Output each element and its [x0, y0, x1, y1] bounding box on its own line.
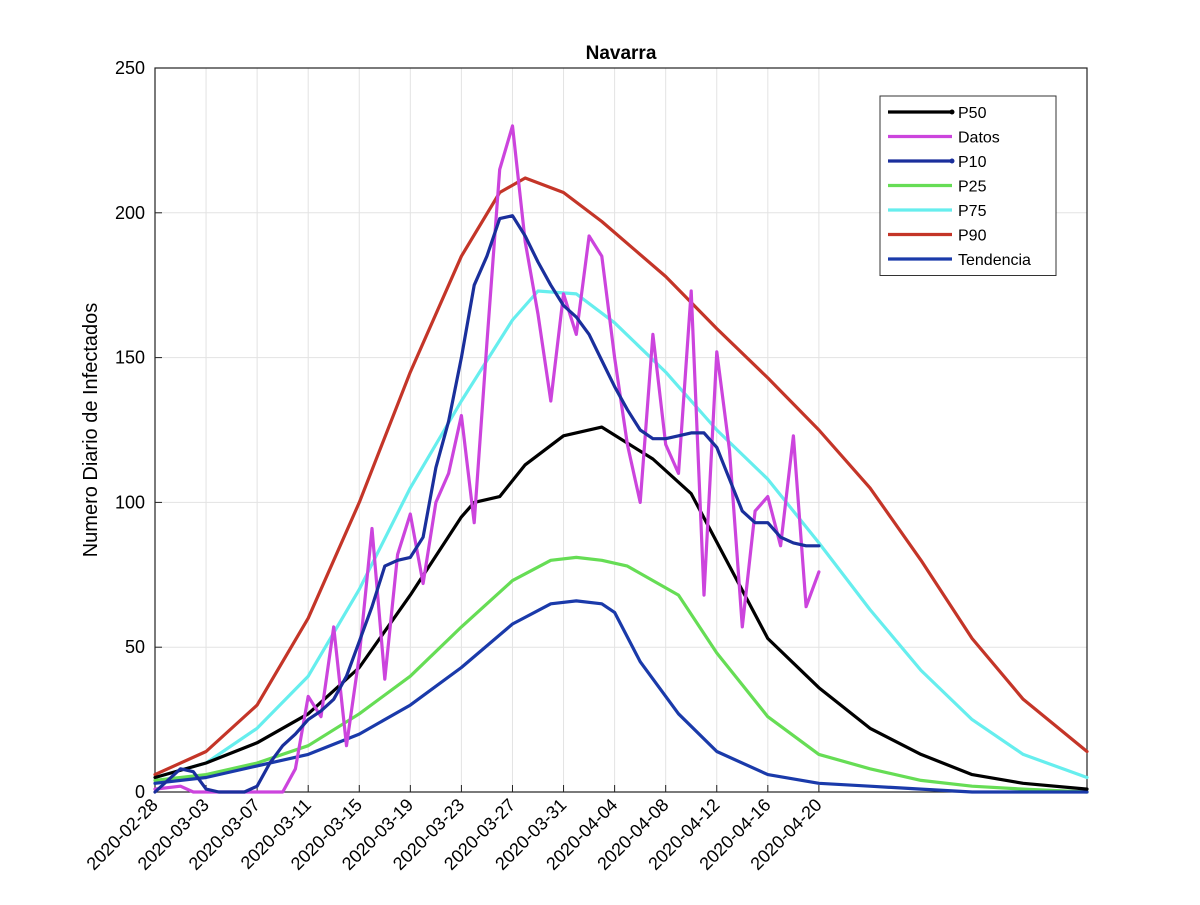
- legend-label: P10: [958, 154, 987, 171]
- legend-label: P90: [958, 228, 987, 245]
- series-line-0: [153, 425, 1089, 791]
- y-tick-label: 100: [115, 492, 145, 512]
- series-line-3: [153, 555, 1089, 794]
- legend-label: P75: [958, 203, 987, 220]
- legend-marker: [949, 109, 955, 115]
- axis-ticks: 0501001502002502020-02-282020-03-032020-…: [83, 58, 826, 874]
- y-tick-label: 200: [115, 203, 145, 223]
- series-line-5: [153, 176, 1089, 777]
- legend-marker: [949, 158, 955, 164]
- series-line-2: [153, 214, 821, 794]
- series-line-6: [153, 599, 1089, 794]
- y-tick-label: 0: [135, 782, 145, 802]
- y-axis-label: Numero Diario de Infectados: [80, 303, 102, 558]
- series-line-1: [153, 124, 821, 794]
- y-tick-label: 150: [115, 348, 145, 368]
- legend-label: P50: [958, 105, 987, 122]
- legend: P50 Datos P10 P25 P75 P90 Tendencia: [879, 95, 1057, 276]
- series-line-4: [153, 289, 1089, 780]
- series-lines: [153, 124, 1089, 794]
- legend-label: Datos: [958, 130, 1000, 147]
- y-tick-label: 250: [115, 58, 145, 78]
- legend-label: P25: [958, 179, 987, 196]
- chart-title: Navarra: [586, 43, 657, 64]
- plot-area: [154, 67, 1088, 793]
- legend-label: Tendencia: [958, 252, 1031, 269]
- y-tick-label: 50: [125, 637, 145, 657]
